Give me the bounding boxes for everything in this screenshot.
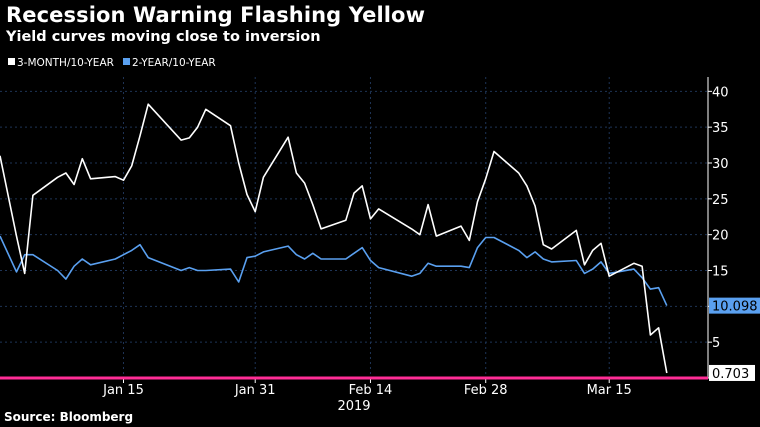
y-tick-label: 5 — [712, 336, 720, 351]
end-value-label: 10.098 — [712, 300, 758, 315]
y-tick-label: 30 — [712, 157, 729, 172]
series-line-2y-10y — [0, 235, 668, 306]
legend-label: 3-MONTH/10-YEAR — [17, 57, 114, 69]
chart-title: Recession Warning Flashing Yellow — [6, 3, 426, 27]
series-line-3m-10y — [0, 103, 668, 374]
chart-subtitle: Yield curves moving close to inversion — [6, 29, 321, 45]
grid-lines — [0, 77, 708, 378]
end-value-box — [709, 364, 755, 381]
y-tick-label: 15 — [712, 265, 729, 280]
x-tick-label: Feb 14 — [349, 383, 393, 398]
y-tick-label: 35 — [712, 121, 729, 136]
x-tick-label: Feb 28 — [464, 383, 508, 398]
x-tick-label: Jan 31 — [234, 383, 276, 398]
y-tick-label: 40 — [712, 85, 729, 100]
legend-swatch — [8, 58, 15, 65]
y-tick-label: 20 — [712, 229, 729, 244]
x-year-label: 2019 — [337, 399, 370, 414]
y-tick-label: 25 — [712, 193, 729, 208]
source-note: Source: Bloomberg — [4, 410, 134, 424]
series-lines — [0, 103, 668, 374]
legend-swatch — [123, 58, 130, 65]
axes — [0, 77, 712, 383]
x-tick-label: Mar 15 — [587, 383, 632, 398]
legend-label: 2-YEAR/10-YEAR — [132, 57, 216, 69]
x-tick-label: Jan 15 — [102, 383, 144, 398]
end-value-label: 0.703 — [712, 367, 749, 382]
end-value-box — [709, 297, 760, 314]
legend: 3-MONTH/10-YEAR 2-YEAR/10-YEAR — [8, 57, 216, 69]
